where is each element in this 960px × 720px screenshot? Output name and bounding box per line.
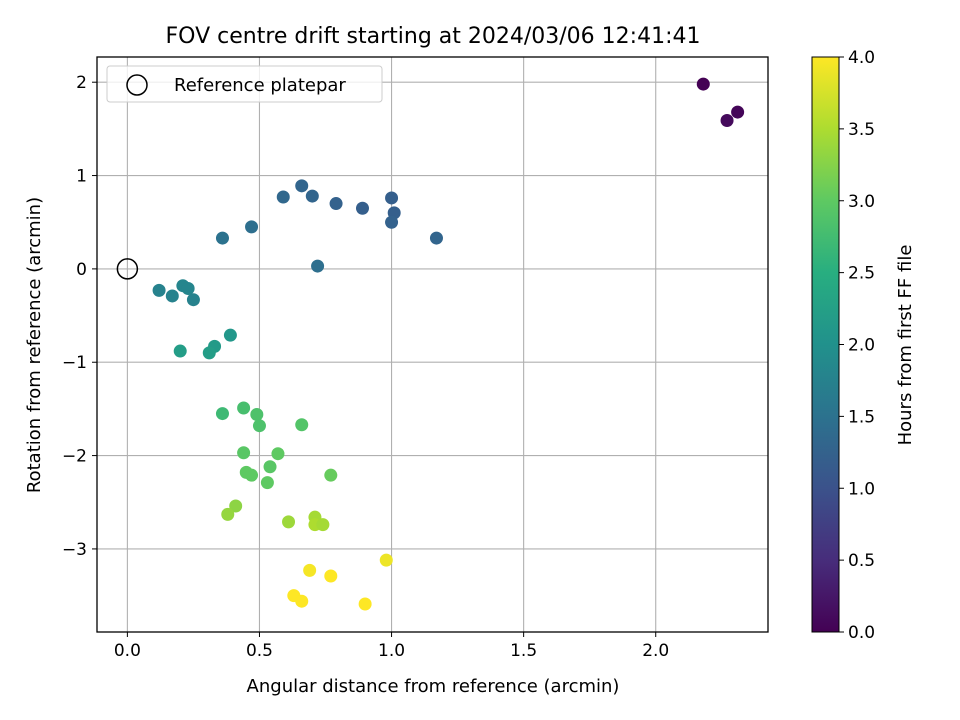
y-tick-label: 1	[76, 167, 87, 187]
legend-marker-icon	[126, 74, 148, 96]
scatter-point	[221, 507, 235, 521]
y-axis-label: Rotation from reference (arcmin)	[24, 197, 45, 493]
grid-lines	[97, 57, 768, 632]
legend-entry-reference: Reference platepar	[174, 75, 346, 96]
y-tick-label: 2	[76, 73, 87, 93]
scatter-point	[215, 231, 229, 245]
reference-marker	[116, 258, 139, 280]
scatter-point	[429, 231, 443, 245]
scatter-point	[324, 569, 338, 583]
scatter-point	[303, 563, 317, 577]
x-tick-label: 0.0	[114, 641, 141, 661]
colorbar-tick-label: 2.5	[848, 264, 875, 284]
scatter-point	[385, 215, 399, 229]
scatter-point	[295, 418, 309, 432]
scatter-point	[260, 476, 274, 490]
colorbar-label: Hours from first FF file	[895, 245, 916, 446]
colorbar-tick-label: 0.5	[848, 551, 875, 571]
scatter-point	[202, 346, 216, 360]
scatter-point	[379, 553, 393, 567]
colorbar-gradient	[811, 56, 840, 633]
scatter-point	[250, 408, 264, 422]
colorbar-tick-label: 2.0	[848, 336, 875, 356]
y-tick-label: −1	[62, 353, 87, 373]
scatter-point	[223, 328, 237, 342]
scatter-point	[263, 460, 277, 474]
x-tick-label: 1.5	[510, 641, 537, 661]
x-tick-label: 2.0	[642, 641, 669, 661]
scatter-point	[385, 191, 399, 205]
scatter-point	[295, 594, 309, 608]
plot-frame	[96, 56, 769, 633]
y-tick-label: −2	[62, 447, 87, 467]
scatter-point	[295, 179, 309, 193]
scatter-point	[358, 597, 372, 611]
scatter-point	[696, 77, 710, 91]
scatter-point	[305, 189, 319, 203]
y-tick-label: 0	[76, 260, 87, 280]
colorbar-tick-label: 1.0	[848, 479, 875, 499]
scatter-point	[329, 197, 343, 211]
scatter-point	[276, 190, 290, 204]
chart-title: FOV centre drift starting at 2024/03/06 …	[166, 24, 701, 49]
y-tick-label: −3	[62, 540, 87, 560]
scatter-point	[324, 468, 338, 482]
x-tick-label: 0.5	[246, 641, 273, 661]
scatter-point	[229, 499, 243, 513]
x-axis-label: Angular distance from reference (arcmin)	[247, 676, 620, 697]
data-points	[152, 77, 745, 611]
y-axis-ticks: −3 −2 −1 0 1 2	[62, 73, 97, 560]
colorbar-tick-label: 3.5	[848, 120, 875, 140]
scatter-point	[282, 515, 296, 529]
scatter-point	[245, 468, 259, 482]
legend: Reference platepar	[106, 65, 383, 103]
scatter-point	[731, 105, 745, 119]
scatter-point	[165, 289, 179, 303]
colorbar-ticks: 0.0 0.5 1.0 1.5 2.0 2.5 3.0 3.5 4.0	[839, 48, 875, 643]
colorbar: 0.0 0.5 1.0 1.5 2.0 2.5 3.0 3.5 4.0 Hours from f…	[811, 48, 916, 643]
colorbar-tick-label: 4.0	[848, 48, 875, 68]
x-axis-ticks: 0.0 0.5 1.0 1.5 2.0	[114, 632, 669, 661]
scatter-point	[215, 407, 229, 421]
scatter-point	[245, 220, 259, 234]
scatter-point	[186, 293, 200, 307]
legend-box	[106, 65, 383, 103]
scatter-point	[316, 518, 330, 532]
scatter-point	[237, 401, 251, 415]
scatter-point	[252, 419, 266, 433]
reference-point	[116, 258, 139, 280]
scatter-point	[152, 283, 166, 297]
scatter-point	[720, 113, 734, 127]
scatter-point	[181, 281, 195, 295]
scatter-point	[237, 446, 251, 460]
scatter-point	[355, 201, 369, 215]
scatter-point	[271, 447, 285, 461]
colorbar-tick-label: 1.5	[848, 407, 875, 427]
scatter-point	[173, 344, 187, 358]
colorbar-tick-label: 3.0	[848, 192, 875, 212]
x-tick-label: 1.0	[378, 641, 405, 661]
colorbar-tick-label: 0.0	[848, 623, 875, 643]
scatter-point	[311, 259, 325, 273]
